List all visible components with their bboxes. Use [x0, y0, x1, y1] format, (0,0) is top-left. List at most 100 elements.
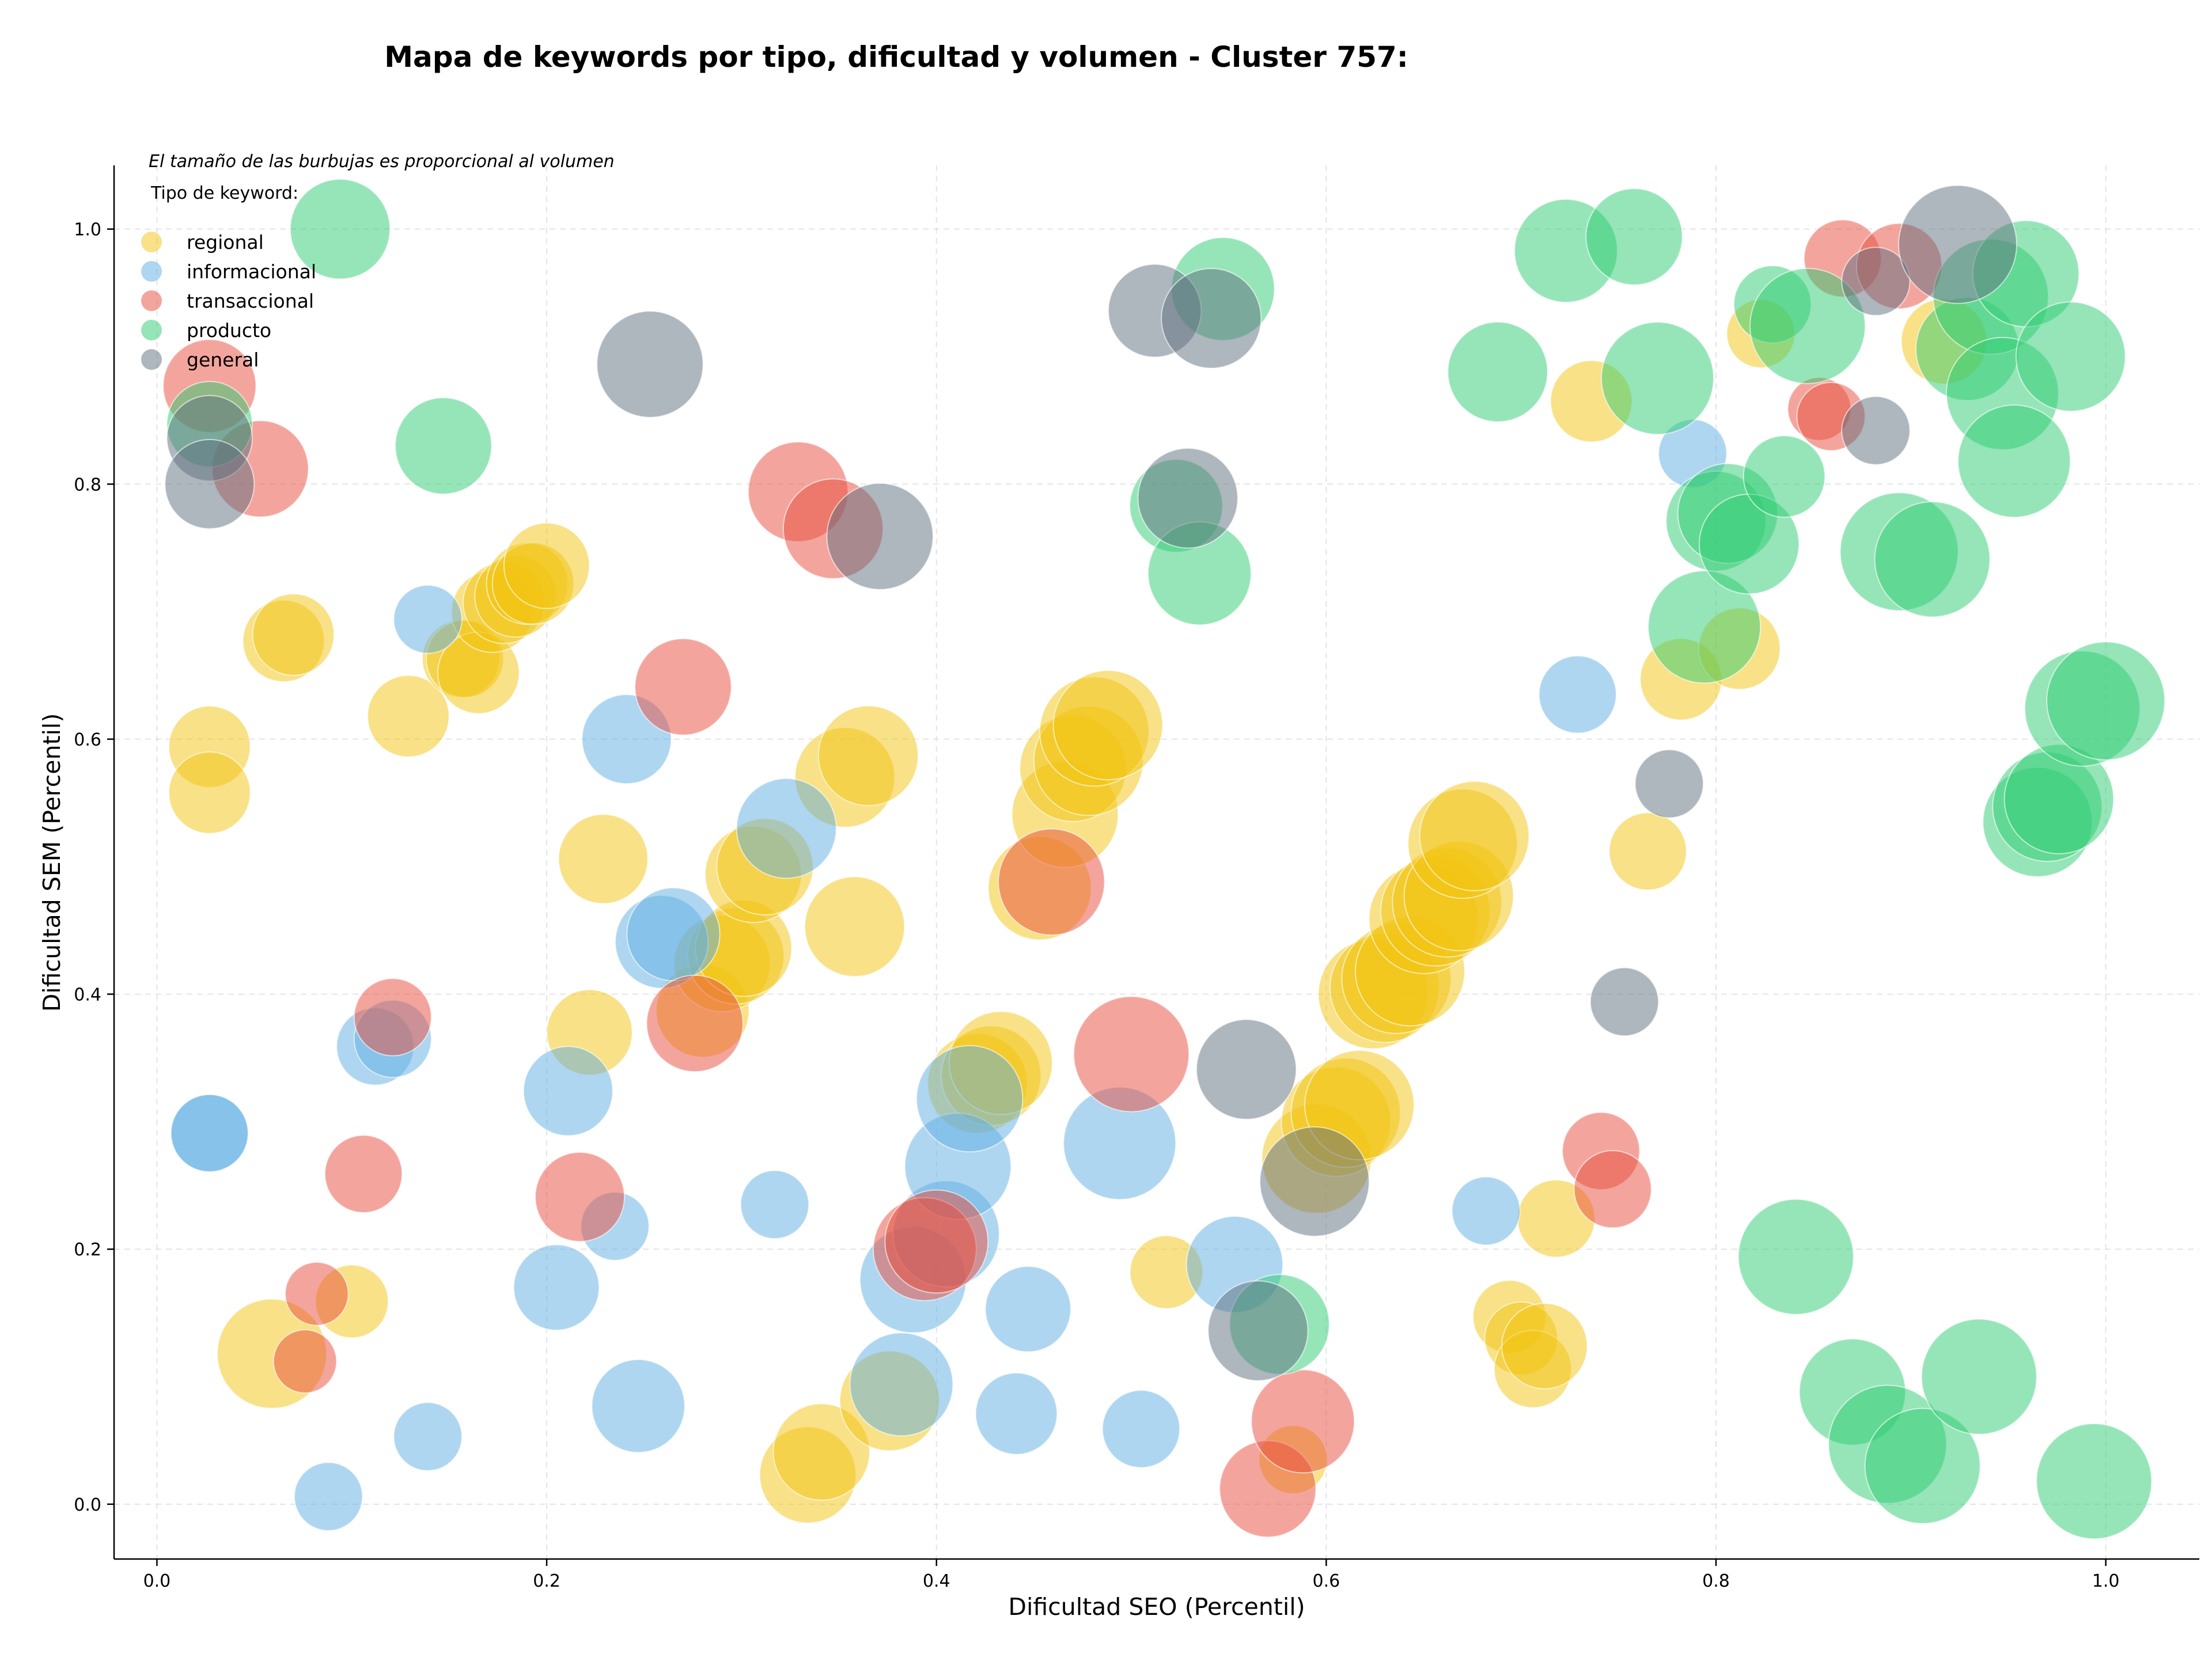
- bubble-regional: [817, 705, 919, 807]
- legend-marker-transaccional: [141, 290, 162, 311]
- bubble-informacional: [975, 1372, 1058, 1455]
- bubble-transaccional: [272, 1329, 338, 1394]
- bubble-producto: [1601, 321, 1714, 436]
- bubble-size-note: El tamaño de las burbujas es proporciona…: [149, 152, 615, 172]
- bubble-producto: [1737, 1198, 1854, 1315]
- bubble-informacional: [1101, 1390, 1181, 1469]
- legend-item-regional: regional: [141, 231, 264, 253]
- legend-label: general: [187, 349, 259, 371]
- legend-item-producto: producto: [141, 319, 271, 342]
- bubble-informacional: [1538, 655, 1617, 734]
- bubble-general: [1161, 267, 1262, 369]
- legend-label: regional: [187, 231, 264, 253]
- bubble-regional: [503, 522, 590, 610]
- grid-lines: [114, 165, 2199, 1559]
- bubble-transaccional: [646, 974, 744, 1073]
- bubble-general: [1898, 184, 2017, 304]
- bubble-informacional: [170, 1094, 249, 1172]
- bubble-regional: [772, 1403, 870, 1501]
- bubble-informacional: [393, 1402, 463, 1471]
- legend-title: Tipo de keyword:: [150, 183, 298, 203]
- bubble-informacional: [522, 1046, 613, 1137]
- y-tick-label: 0.2: [74, 1240, 101, 1260]
- bubble-general: [1841, 247, 1911, 316]
- bubble-transaccional: [1073, 996, 1190, 1113]
- bubble-transaccional: [1573, 1150, 1652, 1229]
- chart-title: Mapa de keywords por tipo, dificultad y …: [384, 40, 1408, 74]
- bubble-general: [1634, 749, 1704, 819]
- bubble-general: [1589, 967, 1660, 1037]
- bubble-regional: [1501, 1303, 1588, 1390]
- bubble-general: [164, 438, 255, 529]
- bubble-producto: [1743, 435, 1826, 518]
- bubble-transaccional: [285, 1261, 349, 1326]
- legend-items: regional informacional transaccional produc…: [141, 231, 316, 371]
- y-tick-label: 0.4: [74, 985, 101, 1005]
- bubble-informacional: [736, 778, 837, 879]
- bubble-regional: [1419, 781, 1530, 891]
- bubble-regional: [558, 814, 649, 905]
- legend-label: informacional: [187, 260, 316, 283]
- legend-marker-regional: [141, 232, 162, 252]
- bubble-informacional: [740, 1170, 810, 1239]
- bubble-informacional: [591, 1359, 685, 1454]
- bubble-informacional: [916, 1045, 1024, 1153]
- bubble-transaccional: [535, 1151, 626, 1242]
- bubble-transaccional: [324, 1134, 403, 1213]
- y-tick-label: 1.0: [74, 220, 101, 240]
- bubble-regional: [367, 675, 450, 758]
- x-tick-label: 0.2: [533, 1571, 560, 1591]
- bubble-producto: [1647, 570, 1762, 684]
- legend-marker-informacional: [141, 261, 162, 282]
- bubble-transaccional: [884, 1189, 989, 1294]
- bubble-producto: [1874, 501, 1991, 618]
- bubble-producto: [1585, 188, 1683, 286]
- bubble-transaccional: [1251, 1369, 1355, 1474]
- bubble-general: [1841, 396, 1911, 466]
- bubble-producto: [1864, 1408, 1981, 1524]
- bubble-general: [826, 482, 934, 591]
- bubble-producto: [2046, 641, 2166, 761]
- bubble-informacional: [984, 1266, 1071, 1353]
- legend-item-general: general: [141, 349, 259, 371]
- legend-label: producto: [187, 319, 271, 342]
- bubble-producto: [395, 397, 493, 495]
- legend-item-transaccional: transaccional: [141, 290, 314, 312]
- bubble-informacional: [513, 1244, 600, 1331]
- bubble-transaccional: [998, 828, 1105, 936]
- bubble-informacional: [849, 1332, 954, 1437]
- legend: Tipo de keyword: regional informacional tr…: [141, 183, 316, 371]
- bubble-regional: [1608, 812, 1687, 891]
- y-tick-label: 0.0: [74, 1495, 101, 1515]
- bubble-producto: [2036, 1422, 2153, 1539]
- legend-marker-general: [141, 349, 162, 370]
- bubble-producto: [289, 179, 391, 280]
- bubble-producto: [2015, 301, 2126, 412]
- bubble-layer: [162, 179, 2166, 1539]
- bubble-general: [1259, 1126, 1370, 1237]
- x-tick-label: 0.6: [1312, 1571, 1340, 1591]
- bubble-producto: [1447, 321, 1548, 423]
- bubble-informacional: [293, 1462, 363, 1531]
- bubble-general: [1196, 1019, 1297, 1120]
- bubble-informacional: [626, 887, 721, 982]
- bubble-regional: [252, 593, 335, 676]
- bubble-transaccional: [634, 638, 732, 736]
- y-tick-label: 0.6: [74, 730, 101, 750]
- bubble-transaccional: [353, 978, 432, 1057]
- x-axis-label: Dificultad SEO (Percentil): [1008, 1593, 1305, 1621]
- bubble-general: [596, 311, 704, 418]
- bubble-informacional: [393, 584, 463, 654]
- bubble-producto: [1921, 1318, 2037, 1435]
- bubble-producto: [1749, 267, 1866, 384]
- x-tick-label: 1.0: [2092, 1571, 2120, 1591]
- x-tick-label: 0.0: [143, 1571, 171, 1591]
- legend-item-informacional: informacional: [141, 260, 316, 283]
- bubble-general: [1207, 1280, 1309, 1382]
- y-tick-label: 0.8: [74, 475, 101, 495]
- bubble-regional: [1052, 669, 1164, 781]
- axis-ticks: 0.0 0.2 0.4 0.6 0.8 1.0 0.0 0.2 0.4 0.6 0.8 1.0: [74, 220, 2119, 1591]
- bubble-informacional: [1451, 1176, 1521, 1246]
- bubble-general: [1137, 448, 1238, 549]
